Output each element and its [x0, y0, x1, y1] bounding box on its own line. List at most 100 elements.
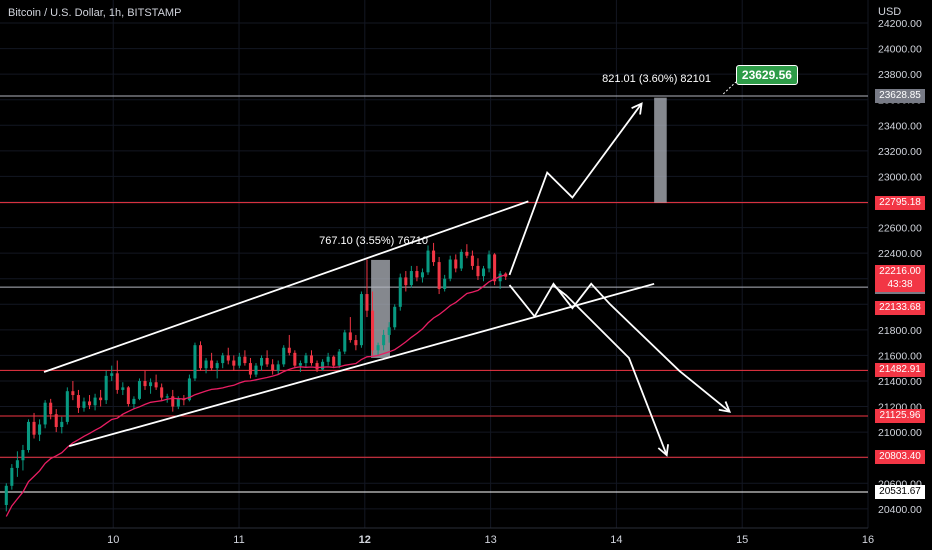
candle-body [104, 375, 108, 401]
candle-body [304, 355, 308, 364]
candle-body [332, 356, 336, 366]
moving-average-line [5, 274, 506, 517]
candle-body [243, 356, 247, 364]
candle-body [226, 355, 230, 361]
candle-body [254, 365, 258, 375]
scenario-path[interactable] [552, 284, 668, 456]
candle-body [71, 391, 75, 396]
ma-price-tag: 22133.68 [875, 301, 925, 316]
candle-body [210, 360, 214, 369]
candle-body [232, 360, 236, 366]
candle-body [432, 250, 436, 263]
candle-body [265, 357, 269, 365]
candle-body [143, 380, 147, 387]
target-pointer [722, 81, 737, 95]
candle-body [354, 340, 358, 346]
x-tick-label: 16 [862, 534, 874, 546]
price-level-tag[interactable]: 20803.40 [875, 450, 925, 465]
price-level-tag[interactable]: 23628.85 [875, 89, 925, 104]
measurement-label: 821.01 (3.60%) 82101 [602, 72, 712, 85]
candle-body [448, 259, 452, 279]
candle-body [409, 271, 413, 286]
candle-body [398, 277, 402, 307]
measurement-box[interactable] [654, 97, 667, 203]
measurement-box[interactable] [371, 259, 390, 358]
candle-body [465, 251, 469, 256]
candle-body [376, 345, 380, 351]
measurement-boxes[interactable] [371, 97, 667, 358]
candle-body [487, 254, 491, 269]
candle-body [298, 363, 302, 366]
x-tick-label: 13 [484, 534, 496, 546]
candle-body [38, 424, 42, 435]
channel-line[interactable] [43, 200, 529, 373]
y-tick-label: 21800.00 [878, 325, 922, 337]
scenario-path[interactable] [508, 282, 731, 413]
channel-line[interactable] [68, 282, 655, 448]
scenario-path[interactable] [508, 103, 643, 276]
candle-body [343, 332, 347, 352]
candle-body [237, 356, 241, 366]
candle-body [293, 352, 297, 366]
candle-body [198, 345, 203, 369]
last-price-tag: 22216.00 [875, 264, 925, 279]
target-price-badge[interactable]: 23629.56 [735, 64, 798, 85]
candle-body [4, 485, 8, 505]
candle-body [115, 373, 119, 390]
candle-body [365, 294, 369, 311]
price-level-tag[interactable]: 21125.96 [875, 409, 925, 423]
candle-body [493, 254, 497, 282]
candle-body [26, 421, 31, 451]
candle-body [65, 391, 69, 422]
x-tick-label: 15 [736, 534, 748, 546]
candle-body [348, 332, 352, 341]
candle-body [93, 397, 97, 406]
candle-body [287, 347, 291, 353]
candle-body [248, 363, 252, 375]
x-axis[interactable]: 10 11 12 13 14 15 16 [0, 527, 874, 546]
x-tick-label: 10 [107, 534, 119, 546]
candle-body [309, 355, 314, 364]
candle-body [282, 347, 286, 365]
candle-body [371, 310, 375, 351]
candlestick-series [4, 242, 508, 512]
candle-body [193, 345, 197, 379]
candle-body [221, 355, 225, 364]
candle-body [359, 294, 363, 346]
arrowhead [657, 444, 669, 457]
horizontal-levels[interactable] [0, 95, 868, 493]
candle-body [160, 387, 164, 398]
moving-average [5, 274, 506, 517]
measurement-label: 767.10 (3.55%) 76710 [319, 234, 428, 247]
y-tick-label: 23000.00 [878, 171, 922, 183]
candle-body [382, 334, 386, 346]
candle-body [10, 467, 14, 486]
candle-body [154, 382, 158, 388]
arrowhead [718, 401, 732, 413]
candle-body [132, 398, 136, 404]
price-level-tag[interactable]: 22795.18 [875, 195, 925, 210]
price-level-tag[interactable]: 20531.67 [875, 484, 925, 499]
candle-body [437, 262, 441, 289]
trend-drawings[interactable] [43, 81, 737, 457]
candle-body [137, 380, 141, 399]
candle-body [43, 402, 47, 425]
candle-body [470, 255, 474, 266]
candle-body [87, 401, 92, 406]
candle-body [276, 364, 280, 371]
candle-body [454, 259, 458, 269]
candle-body [481, 268, 486, 277]
price-level-tag[interactable]: 21482.91 [875, 363, 925, 378]
y-tick-label: 22400.00 [878, 248, 922, 260]
candle-body [171, 396, 175, 407]
currency-label: USD [878, 6, 902, 18]
candle-body [165, 396, 169, 398]
chart-title: Bitcoin / U.S. Dollar, 1h, BITSTAMP [8, 7, 182, 19]
candle-body [387, 327, 391, 335]
y-tick-label: 23800.00 [878, 69, 922, 81]
candle-body [176, 398, 180, 407]
candle-body [187, 378, 191, 401]
y-tick-label: 23400.00 [878, 120, 922, 132]
